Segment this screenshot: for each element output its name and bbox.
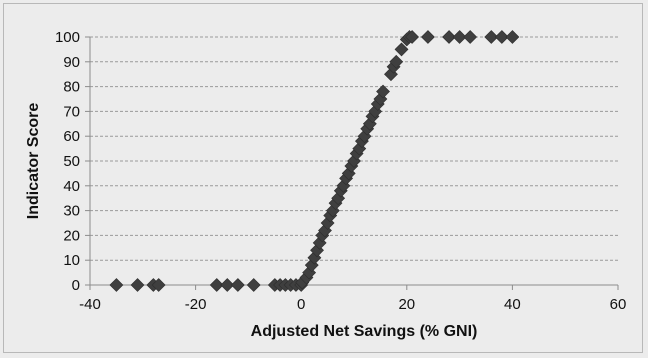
data-point-55 [463,30,478,44]
data-point-6 [230,278,245,292]
y-tick-label-50: 50 [63,153,80,170]
data-point-1 [130,278,145,292]
gridlines [90,36,618,261]
chart-frame: 0 10 20 30 40 50 60 70 80 90 100 -40 -20 0 20 40 60 Ind… [3,3,643,353]
y-tick-label-90: 90 [63,54,80,71]
data-point-54 [452,30,467,44]
y-tick-labels: 0 10 20 30 40 50 60 70 80 90 100 [55,29,80,294]
data-point-53 [442,30,456,44]
x-tick-label-0: 0 [297,296,305,313]
data-point-45 [384,67,398,82]
y-tick-label-30: 30 [63,203,80,220]
data-point-58 [505,30,520,44]
data-point-48 [394,42,409,57]
y-tick-label-10: 10 [63,252,80,269]
x-tick-label-40: 40 [504,296,521,313]
y-tick-label-20: 20 [63,227,80,244]
y-axis-title: Indicator Score [25,103,42,220]
y-tick-label-40: 40 [63,178,80,195]
x-tick-label-60: 60 [610,296,627,313]
data-point-57 [494,30,509,44]
data-points [109,30,520,292]
data-point-3 [151,278,166,292]
data-point-52 [420,30,435,44]
y-tick-label-80: 80 [63,79,80,96]
data-point-56 [484,30,499,44]
x-tick-label-20: 20 [398,296,415,313]
data-point-51 [405,30,420,44]
y-tick-label-100: 100 [55,29,80,46]
axes [85,36,619,290]
x-axis-title: Adjusted Net Savings (% GNI) [251,323,478,340]
y-tick-label-60: 60 [63,128,80,145]
y-tick-label-70: 70 [63,103,80,120]
data-point-4 [209,278,224,292]
x-tick-labels: -40 -20 0 20 40 60 [79,296,626,313]
x-tick-label--20: -20 [185,296,207,313]
scatter-chart: 0 10 20 30 40 50 60 70 80 90 100 -40 -20 0 20 40 60 Ind… [25,29,626,340]
data-point-5 [220,278,235,292]
x-tick-label--40: -40 [79,296,101,313]
data-point-47 [389,54,404,69]
data-point-7 [246,278,261,292]
data-point-0 [109,278,124,292]
y-tick-label-0: 0 [72,277,80,294]
data-point-44 [376,84,390,99]
